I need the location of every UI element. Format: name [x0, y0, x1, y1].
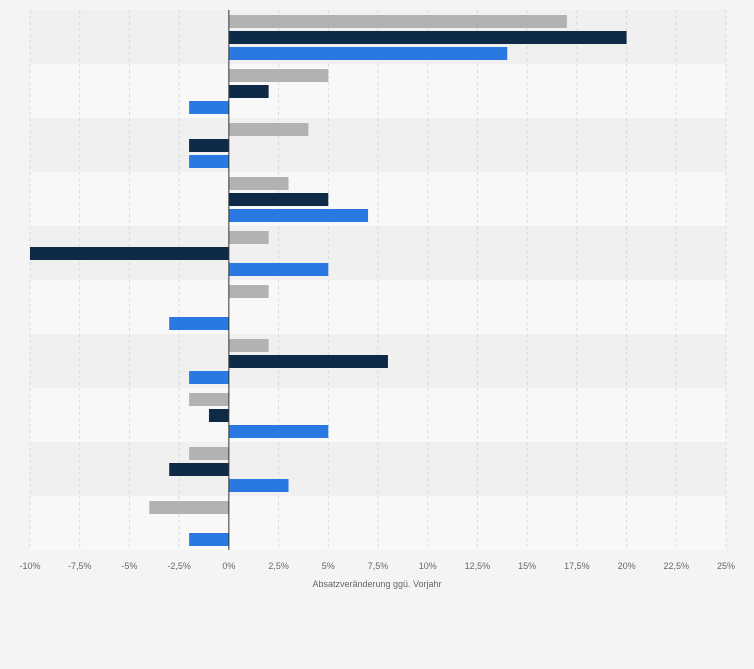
bar: [189, 393, 229, 406]
bar: [228, 209, 369, 222]
x-tick-label: 5%: [322, 561, 335, 571]
x-tick-label: -10%: [19, 561, 40, 571]
x-tick-label: 20%: [618, 561, 636, 571]
bar: [189, 371, 229, 384]
x-tick-label: 22,5%: [664, 561, 690, 571]
bar: [228, 263, 329, 276]
x-axis-title: Absatzveränderung ggü. Vorjahr: [312, 579, 441, 589]
bar: [228, 31, 627, 44]
x-tick-label: 2,5%: [268, 561, 289, 571]
bar: [228, 123, 309, 136]
bars: [30, 10, 627, 550]
x-tick-label: 7,5%: [368, 561, 389, 571]
x-tick-label: 15%: [518, 561, 536, 571]
bar: [228, 69, 329, 82]
bar: [189, 155, 229, 168]
bar: [189, 533, 229, 546]
bar: [208, 409, 229, 422]
grid-lines: [29, 10, 727, 550]
bar: [189, 101, 229, 114]
bar: [228, 85, 269, 98]
bar: [169, 317, 229, 330]
bar: [228, 193, 329, 206]
bar: [189, 139, 229, 152]
bar: [30, 247, 229, 260]
bar: [149, 501, 229, 514]
bar: [228, 339, 269, 352]
x-tick-label: 25%: [717, 561, 735, 571]
x-tick-label: -5%: [121, 561, 137, 571]
bar: [228, 177, 289, 190]
x-tick-labels: -10% -7,5% -5% -2,5% 0% 2,5% 5% 7,5% 10% 12,5% 15%…: [19, 561, 735, 571]
bar: [228, 15, 567, 28]
bar: [228, 47, 508, 60]
x-tick-label: 0%: [222, 561, 235, 571]
bar: [228, 355, 388, 368]
x-tick-label: 10%: [419, 561, 437, 571]
bar: [228, 285, 269, 298]
bar: [228, 231, 269, 244]
bar: [189, 447, 229, 460]
x-tick-label: -2,5%: [167, 561, 191, 571]
x-tick-label: 17,5%: [564, 561, 590, 571]
x-tick-label: -7,5%: [68, 561, 92, 571]
bar: [228, 425, 329, 438]
bar: [169, 463, 229, 476]
bar: [228, 479, 289, 492]
x-tick-label: 12,5%: [465, 561, 491, 571]
